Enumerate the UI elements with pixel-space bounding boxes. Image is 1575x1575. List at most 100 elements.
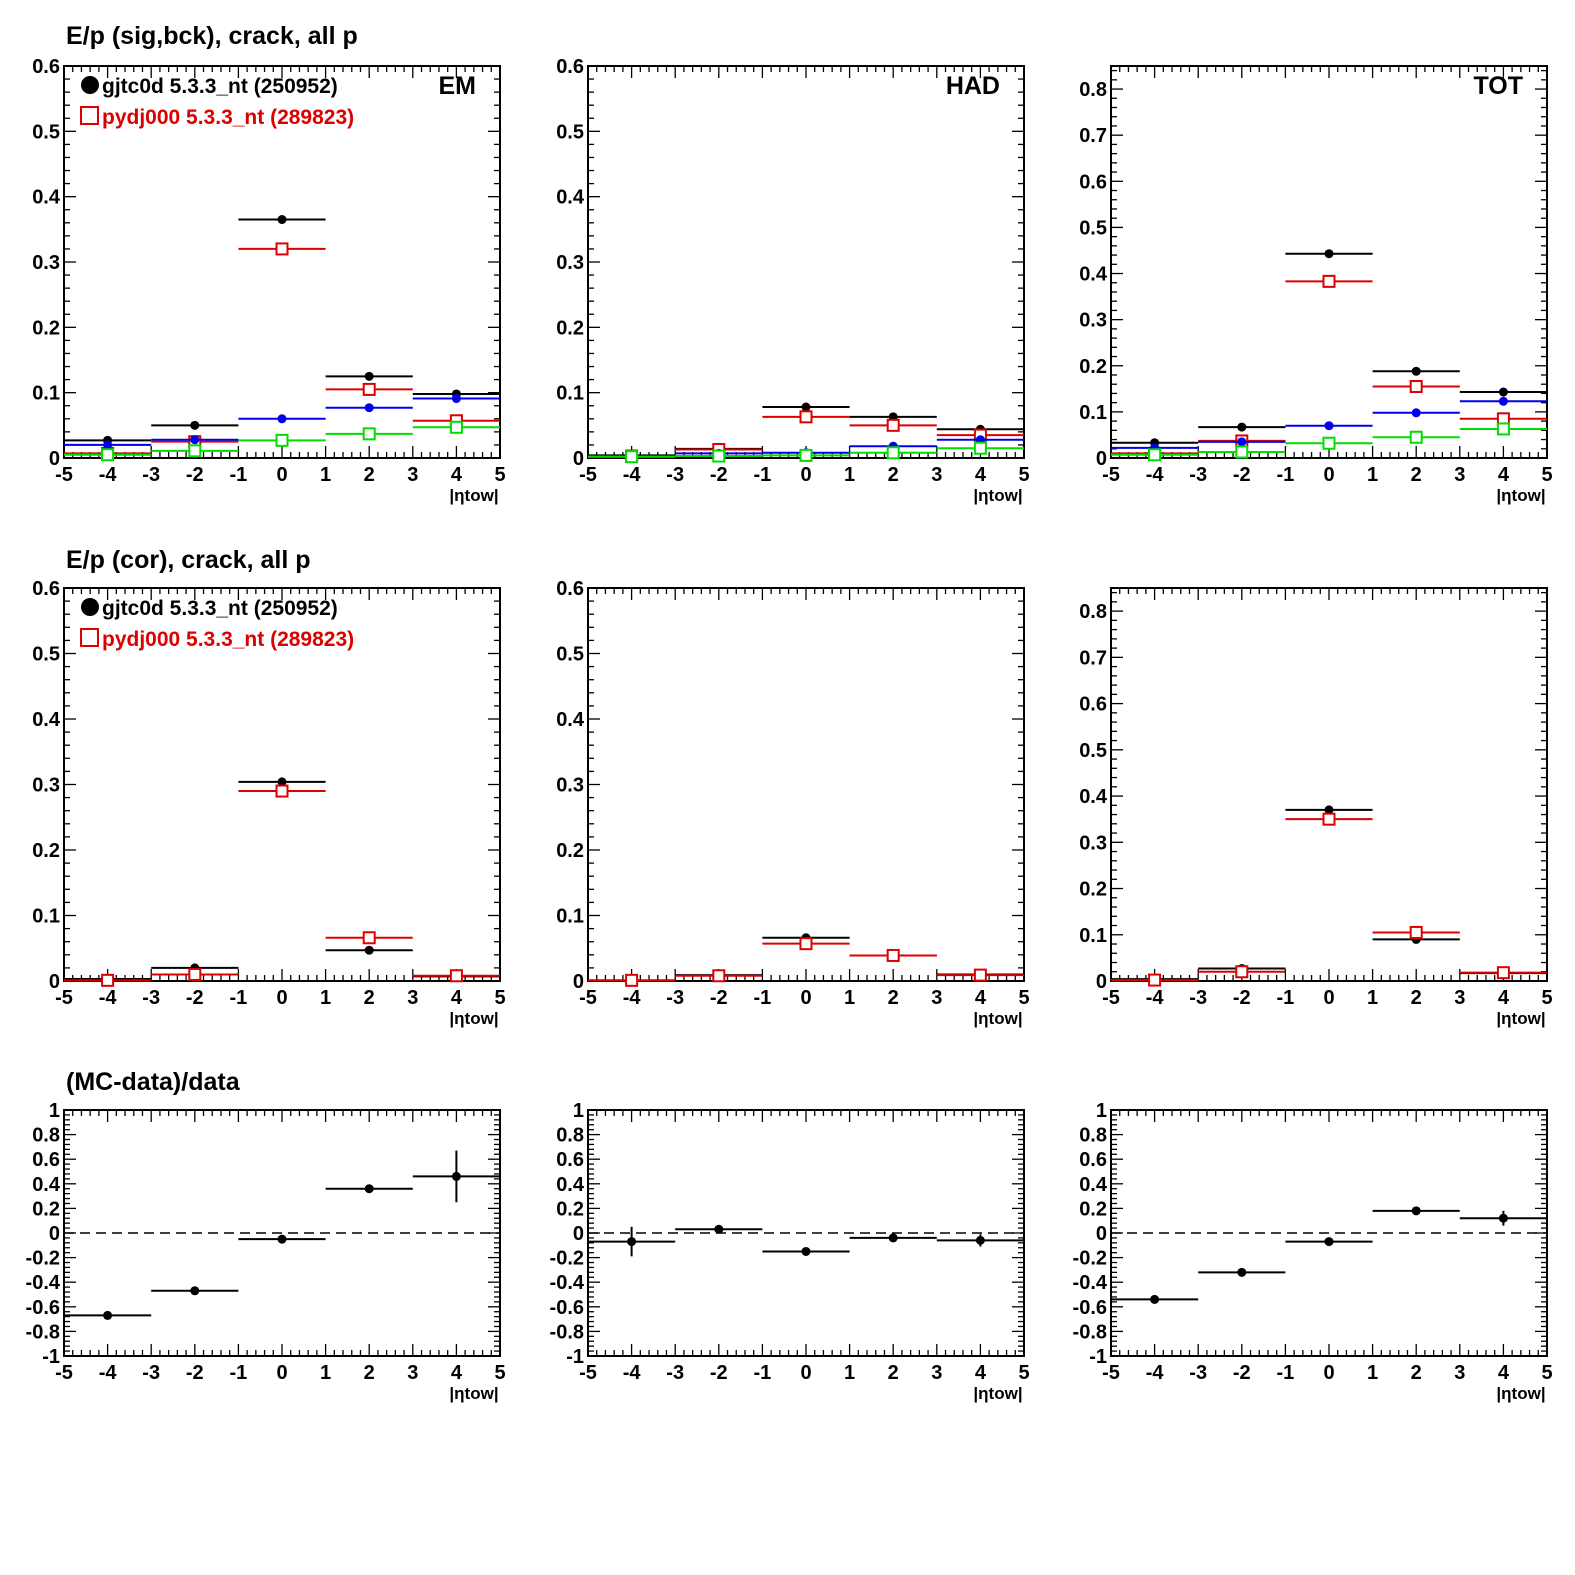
y-tick-label: 0.4 [1079, 264, 1108, 286]
data-point-dot [1411, 1206, 1421, 1216]
y-tick-label: -0.2 [1073, 1248, 1107, 1270]
x-tick-label: -5 [1102, 1362, 1120, 1384]
y-tick-label: -0.6 [26, 1297, 60, 1319]
data-point-square [188, 967, 202, 981]
series-3 [588, 441, 1024, 464]
data-point-dot [888, 1233, 898, 1243]
plot-frame [1110, 65, 1548, 459]
x-tick-label: -4 [1146, 987, 1165, 1009]
y-tick-label: 0.4 [1079, 786, 1108, 808]
y-tick-label: 0.6 [1079, 171, 1107, 193]
panel-r2-c2: -5 -4 -3 -2 -1 0 1 2 3 4 5|ηtow| -1 -0.8-0.6 -0.4-0.2… [1073, 1100, 1553, 1403]
x-tick-label: 4 [975, 464, 987, 486]
y-tick-label: 0.7 [1079, 125, 1107, 147]
x-tick-label: 3 [931, 1362, 942, 1384]
series-0 [1111, 1206, 1547, 1304]
y-tick-label: 0.4 [1079, 1174, 1108, 1196]
data-point-dot [1237, 437, 1247, 447]
y-tick-label: 0 [49, 971, 60, 993]
y-tick-label: 0.6 [32, 578, 60, 600]
x-tick-label: -1 [754, 1362, 772, 1384]
data-point-square [1496, 966, 1510, 980]
legend-data-label: gjtc0d 5.3.3_nt (250952) [102, 597, 338, 620]
data-point-square [362, 931, 376, 945]
x-tick-label: -3 [1189, 1362, 1207, 1384]
x-axis-label: |ηtow| [1496, 1384, 1545, 1403]
panel-r2-c0: -5 -4 -3 -2 -1 0 1 2 3 4 5|ηtow| -1 -0.8-0.6 -0.4-0.2… [26, 1100, 506, 1403]
y-tick-label: 0.5 [32, 121, 60, 143]
data-point-dot [1150, 1294, 1160, 1304]
y-tick-label: 0.1 [1079, 925, 1107, 947]
y-tick-label: 0.5 [556, 121, 584, 143]
x-tick-label: -3 [666, 987, 684, 1009]
x-tick-label: 4 [1498, 987, 1510, 1009]
data-point-square [625, 450, 639, 464]
y-tick-label: 0.8 [1079, 79, 1107, 101]
x-tick-label: 5 [494, 464, 505, 486]
y-tick-label: -0.4 [1073, 1272, 1108, 1294]
x-tick-label: 3 [931, 464, 942, 486]
y-tick-label: 0 [1096, 971, 1107, 993]
x-axis-label: |ηtow| [449, 486, 498, 505]
data-point-square [275, 242, 289, 256]
x-tick-label: 1 [844, 987, 855, 1009]
y-tick-label: 0.4 [32, 187, 61, 209]
data-point-dot [364, 1184, 374, 1194]
data-point-square [188, 444, 202, 458]
y-tick-label: 0.6 [32, 1149, 60, 1171]
y-tick-label: 0.5 [1079, 740, 1107, 762]
y-tick-label: 0.3 [556, 252, 584, 274]
x-tick-label: -1 [1277, 1362, 1295, 1384]
y-tick-label: -0.8 [26, 1321, 60, 1343]
panel-r1-c1: -5 -4 -3 -2 -1 0 1 2 3 4 5|ηtow| 0 0.1 0.2 0.3 0.4 0.5 0.… [556, 578, 1029, 1028]
data-point-square [1148, 973, 1162, 987]
x-tick-label: 3 [1454, 464, 1465, 486]
y-tick-label: 0.8 [32, 1125, 60, 1147]
x-tick-label: 5 [494, 987, 505, 1009]
data-point-square [886, 948, 900, 962]
x-tick-label: 4 [451, 1362, 463, 1384]
x-tick-label: 2 [364, 464, 375, 486]
data-point-square [799, 937, 813, 951]
y-tick-label: 0.6 [556, 578, 584, 600]
x-tick-label: 5 [1541, 464, 1552, 486]
data-point-dot [975, 1235, 985, 1245]
y-tick-label: 0.8 [1079, 601, 1107, 623]
x-tick-label: 2 [888, 464, 899, 486]
y-tick-label: -0.8 [1073, 1321, 1107, 1343]
data-point-dot [364, 403, 374, 413]
x-tick-label: -4 [1146, 1362, 1165, 1384]
x-tick-label: 4 [451, 987, 463, 1009]
x-tick-label: 4 [975, 987, 987, 1009]
x-tick-label: -5 [55, 1362, 73, 1384]
x-tick-label: -1 [1277, 987, 1295, 1009]
x-tick-label: -3 [1189, 464, 1207, 486]
series-0 [64, 777, 500, 984]
data-point-square [275, 784, 289, 798]
x-tick-label: 2 [888, 1362, 899, 1384]
x-tick-label: 3 [1454, 1362, 1465, 1384]
data-point-square [973, 968, 987, 982]
y-tick-label: 0.2 [32, 840, 60, 862]
data-point-dot [277, 1234, 287, 1244]
data-point-dot [277, 215, 287, 225]
data-point-square [449, 969, 463, 983]
y-tick-label: 0 [1096, 1223, 1107, 1245]
row-title-cor: E/p (cor), crack, all p [66, 546, 311, 574]
data-point-square [886, 446, 900, 460]
y-tick-label: 1 [49, 1100, 60, 1122]
x-tick-label: -1 [230, 464, 248, 486]
data-point-square [275, 433, 289, 447]
x-tick-label: 5 [1018, 464, 1029, 486]
data-point-dot [1324, 1237, 1334, 1247]
x-tick-label: 3 [407, 987, 418, 1009]
x-tick-label: 5 [1018, 1362, 1029, 1384]
y-tick-label: 0.6 [1079, 694, 1107, 716]
x-tick-label: 0 [1323, 464, 1334, 486]
y-tick-label: 0.2 [32, 1198, 60, 1220]
y-tick-label: 0.3 [1079, 310, 1107, 332]
x-tick-label: -2 [186, 1362, 204, 1384]
x-tick-label: -5 [579, 987, 597, 1009]
series-0 [588, 1224, 1024, 1257]
y-tick-label: -0.6 [1073, 1297, 1107, 1319]
